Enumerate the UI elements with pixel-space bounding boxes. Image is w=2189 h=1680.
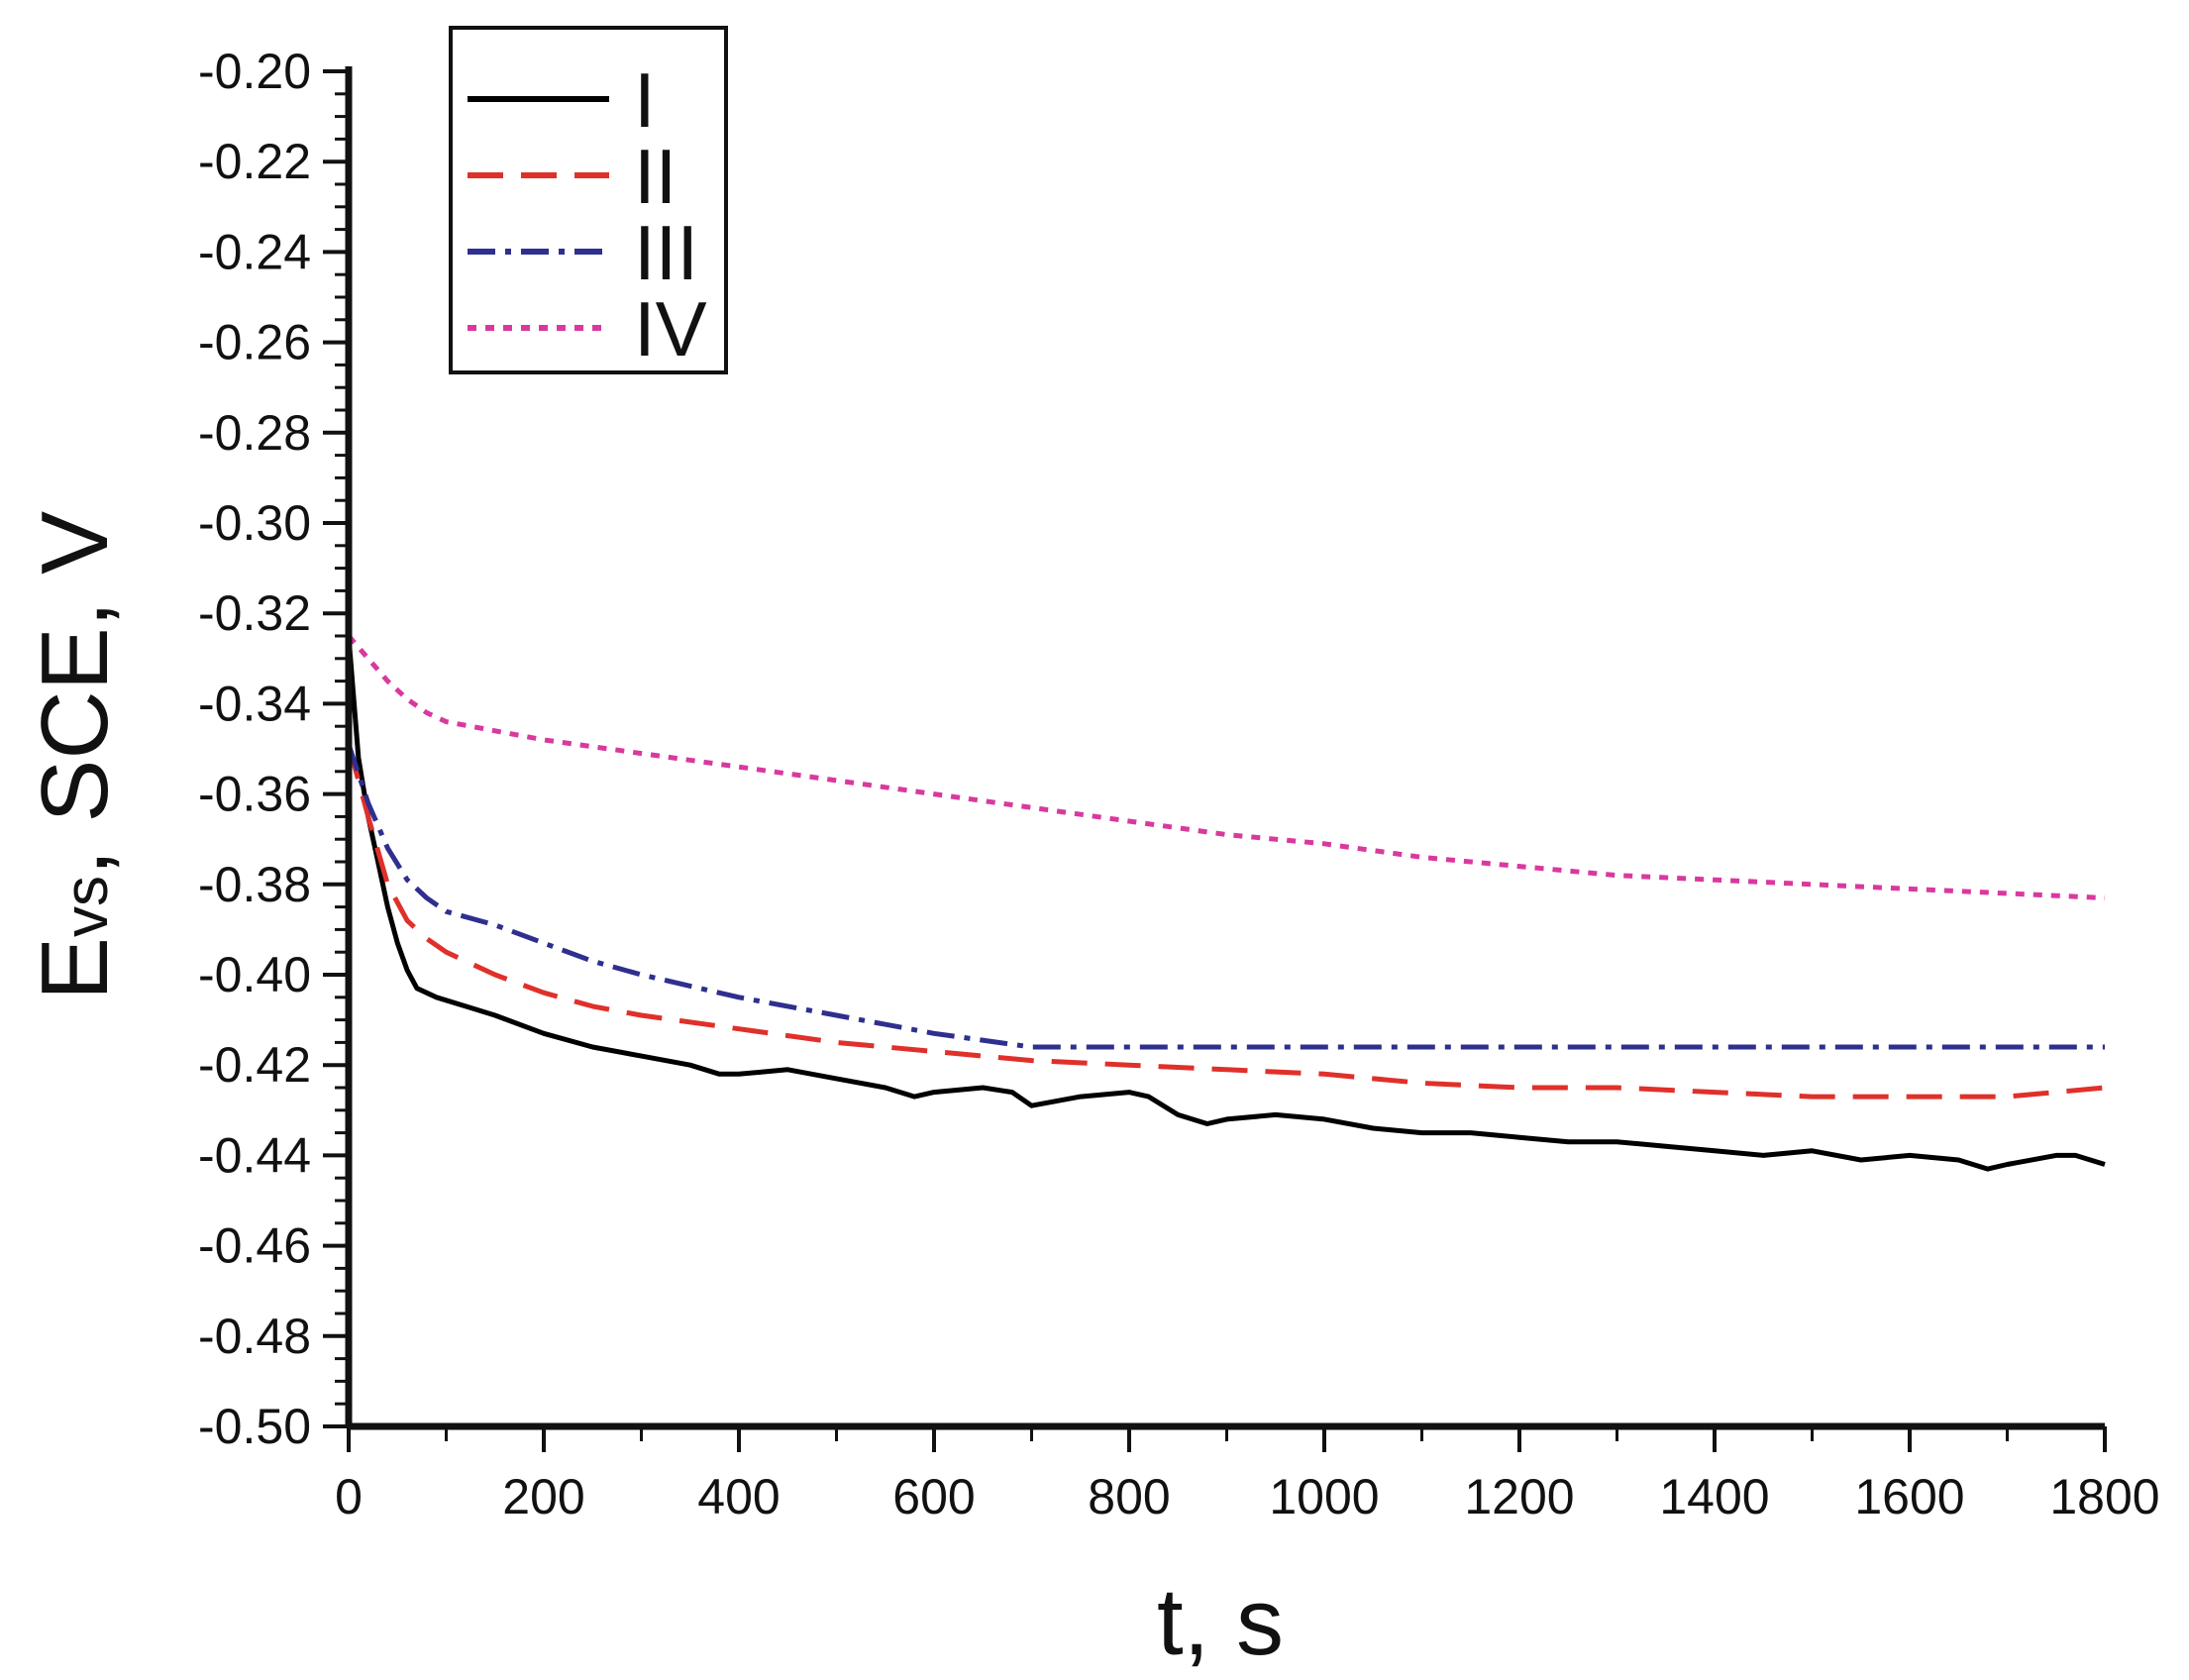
y-tick-label: -0.40 [198, 947, 311, 1002]
y-axis-title-main: E [22, 937, 128, 1000]
x-tick-label: 1400 [1659, 1469, 1769, 1524]
legend-label-1: I [634, 56, 656, 144]
y-tick-label: -0.50 [198, 1399, 311, 1454]
y-tick-label: -0.44 [198, 1127, 311, 1183]
y-tick-label: -0.42 [198, 1037, 311, 1093]
x-axis-title: t, s [1157, 1569, 1284, 1675]
y-tick-label: -0.28 [198, 405, 311, 461]
y-tick-label: -0.20 [198, 44, 311, 99]
y-tick-label: -0.46 [198, 1218, 311, 1274]
x-tick-label: 1200 [1464, 1469, 1574, 1524]
y-axis-title-subscript: vs [52, 876, 121, 937]
tick-labels: 0 200 400 600 800 1000 1200 1400 1600 1800 -0.20 -0… [198, 44, 2160, 1524]
x-tick-label: 400 [697, 1469, 780, 1524]
series-line-1 [346, 635, 2106, 1172]
series-line-2 [346, 743, 2106, 1100]
y-tick-label: -0.22 [198, 134, 311, 189]
legend-label-3: III [634, 209, 698, 296]
x-tick-label: 600 [892, 1469, 975, 1524]
x-tick-label: 1800 [2049, 1469, 2159, 1524]
y-tick-label: -0.36 [198, 767, 311, 822]
legend-box [449, 26, 728, 374]
series-line-4 [347, 634, 2106, 900]
series-lines [346, 634, 2106, 1172]
y-tick-label: -0.34 [198, 676, 311, 731]
x-tick-label: 1000 [1269, 1469, 1379, 1524]
legend-label-4: IV [634, 285, 707, 372]
y-axis-title: Evs, SCE, V [22, 511, 128, 1000]
x-tick-label: 0 [335, 1469, 363, 1524]
y-tick-label: -0.48 [198, 1309, 311, 1364]
legend-label-2: II [634, 133, 677, 220]
series-line-3 [346, 743, 2105, 1050]
x-tick-label: 200 [502, 1469, 584, 1524]
x-tick-label: 1600 [1854, 1469, 1964, 1524]
y-tick-label: -0.38 [198, 857, 311, 912]
ticks [323, 69, 2107, 1452]
y-tick-label: -0.32 [198, 585, 311, 641]
y-axis-title-rest: , SCE, V [22, 511, 128, 876]
svg-text:Evs, SCE, V: Evs, SCE, V [22, 511, 128, 1000]
y-tick-label: -0.24 [198, 224, 311, 279]
y-tick-label: -0.30 [198, 495, 311, 551]
x-tick-label: 800 [1088, 1469, 1170, 1524]
y-tick-label: -0.26 [198, 315, 311, 370]
